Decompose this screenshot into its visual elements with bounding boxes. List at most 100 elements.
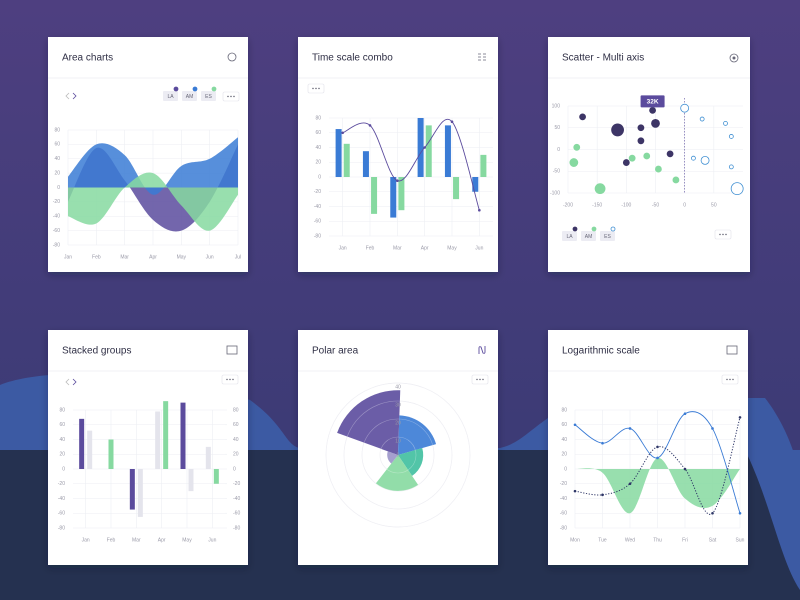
bar xyxy=(425,125,432,177)
bar xyxy=(108,439,114,469)
legend-chip xyxy=(182,91,197,101)
icon[interactable] xyxy=(729,53,739,63)
bar xyxy=(371,177,378,214)
x-tick-label: -150 xyxy=(592,202,602,208)
icon[interactable] xyxy=(226,345,238,355)
y-tick-label: 100 xyxy=(552,103,561,109)
line-point xyxy=(628,482,632,486)
icon[interactable] xyxy=(478,346,486,354)
more-dot xyxy=(229,378,231,381)
polar-segment xyxy=(398,448,424,476)
legend-chip xyxy=(163,91,178,101)
x-tick-label: 0 xyxy=(683,202,686,208)
legend-dot xyxy=(192,86,198,92)
scatter-point xyxy=(730,182,744,196)
line-point xyxy=(341,131,344,135)
more-dot xyxy=(230,95,232,98)
x-tick-label: Jan xyxy=(64,254,72,260)
y-tick-label: -80 xyxy=(58,525,65,531)
bar xyxy=(453,177,460,200)
y-tick-label: 80 xyxy=(315,115,321,121)
x-tick-label: Feb xyxy=(92,254,101,260)
card xyxy=(48,330,248,565)
bar xyxy=(335,129,342,177)
scatter-point xyxy=(628,154,636,162)
y-tick-label: 80 xyxy=(59,407,65,413)
x-tick-label: Jun xyxy=(206,254,214,260)
y-tick-label: -80 xyxy=(53,242,60,248)
x-tick-label: Jun xyxy=(208,537,216,543)
next-arrow[interactable] xyxy=(72,378,77,386)
more-dot xyxy=(732,378,734,381)
legend-label: AM xyxy=(585,234,593,240)
y2-tick-label: -60 xyxy=(233,511,240,517)
y-tick-label: 0 xyxy=(564,466,567,472)
card xyxy=(298,37,498,272)
line-point xyxy=(711,427,714,430)
y-tick-label: 40 xyxy=(54,156,60,162)
y-tick-label: -20 xyxy=(58,481,65,487)
r-tick-label: 30 xyxy=(395,402,401,408)
scatter-point xyxy=(622,159,630,166)
icon[interactable] xyxy=(726,345,738,355)
y-tick-label: 60 xyxy=(59,422,65,428)
prev-arrow[interactable] xyxy=(65,92,70,100)
line-point xyxy=(711,511,714,515)
scatter-point xyxy=(691,155,696,161)
legend-dot xyxy=(610,226,616,232)
more-dot xyxy=(482,378,484,381)
x-tick-label: May xyxy=(177,254,187,260)
y-tick-label: 0 xyxy=(57,185,60,191)
background-wave-right xyxy=(745,450,800,590)
bar xyxy=(343,143,350,177)
line-point xyxy=(396,179,399,182)
line-point xyxy=(656,456,659,460)
x-tick-label: Mon xyxy=(570,537,580,543)
x-tick-label: Apr xyxy=(158,537,166,543)
line-point xyxy=(656,445,659,449)
y2-tick-label: 60 xyxy=(233,422,239,428)
y-tick-label: -40 xyxy=(560,496,567,502)
scatter-point xyxy=(569,158,579,167)
scatter-point xyxy=(728,134,734,139)
scatter-point xyxy=(700,155,710,165)
y-tick-label: 20 xyxy=(315,160,321,166)
legend-dot xyxy=(173,86,179,92)
polar-segment xyxy=(398,415,437,455)
x-tick-label: Sat xyxy=(709,537,717,543)
scatter-point xyxy=(651,119,660,128)
line-point xyxy=(738,416,742,419)
bar xyxy=(472,177,479,192)
legend-label: AM xyxy=(186,94,194,100)
next-arrow[interactable] xyxy=(72,92,77,100)
y-tick-label: -40 xyxy=(314,204,321,210)
y-tick-label: -80 xyxy=(314,233,321,239)
scatter-point xyxy=(672,176,680,184)
y-tick-label: 40 xyxy=(315,145,321,151)
line-point xyxy=(601,441,604,445)
annotation: 32K xyxy=(647,99,659,106)
y-tick-label: 20 xyxy=(561,452,567,458)
y-tick-label: 60 xyxy=(315,130,321,136)
polar-segment xyxy=(387,451,398,464)
x-tick-label: Jul xyxy=(235,254,241,260)
bar xyxy=(390,177,397,218)
x-tick-label: 50 xyxy=(711,202,717,208)
y-tick-label: -100 xyxy=(550,190,560,196)
ring xyxy=(325,382,471,528)
bar xyxy=(444,125,451,177)
x-tick-label: Jan xyxy=(82,537,90,543)
icon[interactable] xyxy=(227,52,237,62)
card-title: Logarithmic scale xyxy=(562,346,640,357)
y-tick-label: -20 xyxy=(314,189,321,195)
ring-overlay xyxy=(343,400,453,510)
line-point xyxy=(368,124,372,127)
y2-tick-label: 80 xyxy=(233,407,239,413)
prev-arrow[interactable] xyxy=(65,378,70,386)
y-tick-label: 40 xyxy=(561,437,567,443)
more-dot xyxy=(315,87,317,90)
bar xyxy=(137,469,143,517)
polar-segment xyxy=(337,390,401,455)
line-point xyxy=(683,412,687,415)
